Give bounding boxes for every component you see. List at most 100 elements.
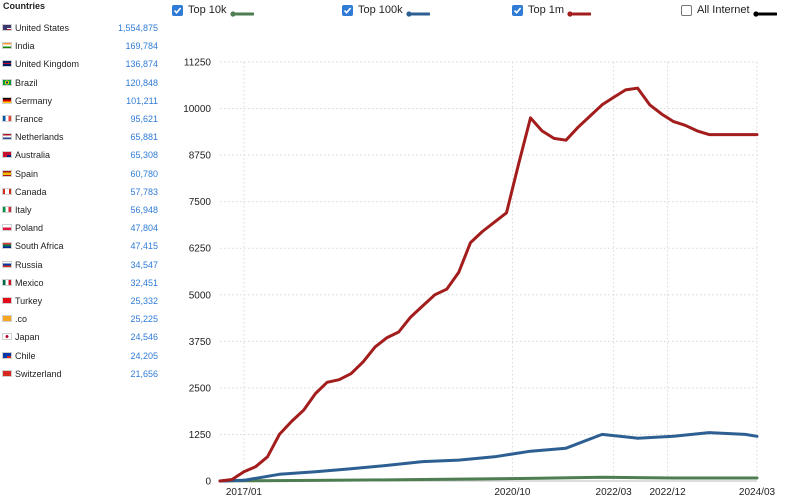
country-name: South Africa bbox=[15, 241, 64, 252]
country-row[interactable]: Italy 56,948 bbox=[0, 203, 168, 219]
us-flag-icon bbox=[2, 24, 12, 31]
country-name: Russia bbox=[15, 259, 43, 270]
legend-label: Top 1m bbox=[528, 4, 565, 16]
country-name: Brazil bbox=[15, 77, 38, 88]
chart-grid bbox=[220, 61, 758, 481]
chart-series bbox=[218, 86, 759, 483]
country-name: Spain bbox=[15, 168, 39, 179]
country-row[interactable]: India 169,784 bbox=[0, 39, 168, 55]
checkbox-unchecked-icon[interactable] bbox=[681, 5, 692, 16]
country-name: France bbox=[15, 114, 44, 124]
country-name: Mexico bbox=[15, 277, 44, 288]
france-flag-icon bbox=[2, 115, 12, 122]
y-tick-label: 7500 bbox=[189, 197, 212, 208]
country-row[interactable]: United States 1,554,875 bbox=[0, 21, 168, 37]
country-count: 60,780 bbox=[130, 168, 158, 179]
country-name: Switzerland bbox=[15, 368, 62, 379]
brazil-flag-icon bbox=[2, 78, 12, 86]
x-tick-label: 2020/10 bbox=[494, 487, 531, 498]
country-name: .co bbox=[15, 314, 28, 325]
legend-line-swatch bbox=[230, 8, 255, 17]
country-name: Netherlands bbox=[15, 132, 64, 143]
legend-label: Top 10k bbox=[188, 4, 227, 16]
poland-flag-icon bbox=[2, 224, 12, 232]
country-row[interactable]: .co 25,225 bbox=[0, 312, 168, 328]
country-row[interactable]: Mexico 32,451 bbox=[0, 276, 168, 292]
country-name: Italy bbox=[15, 205, 32, 215]
country-name: India bbox=[15, 41, 35, 52]
country-count: 21,656 bbox=[130, 368, 158, 379]
spain-flag-icon bbox=[2, 169, 12, 177]
country-name: United Kingdom bbox=[15, 59, 80, 70]
y-tick-label: 10000 bbox=[183, 104, 211, 115]
country-name: Poland bbox=[15, 223, 44, 234]
japan-flag-icon bbox=[2, 333, 12, 341]
netherlands-flag-icon bbox=[2, 133, 12, 141]
australia-flag-icon bbox=[2, 151, 12, 159]
y-tick-label: 0 bbox=[205, 477, 211, 488]
country-row[interactable]: Chile 24,205 bbox=[0, 349, 168, 365]
legend-toggle-all-internet[interactable]: All Internet bbox=[681, 2, 800, 20]
italy-flag-icon bbox=[2, 206, 12, 213]
country-row[interactable]: United Kingdom 136,874 bbox=[0, 57, 168, 73]
country-row[interactable]: Australia 65,308 bbox=[0, 148, 168, 164]
legend-line-swatch bbox=[753, 8, 778, 17]
y-tick-label: 5000 bbox=[189, 290, 212, 301]
country-count: 47,804 bbox=[130, 223, 158, 234]
country-count: 65,308 bbox=[130, 150, 158, 161]
turkey-flag-icon bbox=[2, 297, 12, 304]
country-name: United States bbox=[15, 23, 70, 33]
canada-flag-icon bbox=[2, 187, 12, 195]
country-count: 65,881 bbox=[130, 132, 158, 143]
x-tick-label: 2022/03 bbox=[596, 487, 633, 498]
country-name: Canada bbox=[15, 186, 47, 197]
country-row[interactable]: Germany 101,211 bbox=[0, 94, 168, 110]
x-tick-label: 2022/12 bbox=[649, 487, 686, 498]
switzerland-flag-icon bbox=[2, 369, 12, 377]
y-axis: 0 1250 2500 3750 5000 6250 7500 8750 10000 11250 bbox=[183, 58, 211, 488]
country-row[interactable]: France 95,621 bbox=[0, 112, 168, 128]
checkbox-checked-icon[interactable] bbox=[512, 5, 523, 16]
checkbox-checked-icon[interactable] bbox=[342, 5, 353, 16]
country-row[interactable]: Poland 47,804 bbox=[0, 221, 168, 237]
country-row[interactable]: Japan 24,546 bbox=[0, 330, 168, 346]
legend-label: Top 100k bbox=[358, 4, 403, 16]
country-name: Turkey bbox=[15, 296, 43, 306]
legend-toggle-top-10k[interactable]: Top 10k bbox=[172, 2, 292, 20]
south-africa-flag-icon bbox=[2, 242, 12, 250]
country-count: 120,848 bbox=[125, 77, 158, 88]
country-count: 47,415 bbox=[130, 241, 158, 252]
mexico-flag-icon bbox=[2, 278, 12, 286]
country-row[interactable]: Turkey 25,332 bbox=[0, 294, 168, 310]
y-tick-label: 11250 bbox=[184, 58, 212, 69]
country-row[interactable]: Spain 60,780 bbox=[0, 167, 168, 183]
legend-label: All Internet bbox=[697, 4, 750, 16]
country-row[interactable]: Switzerland 21,656 bbox=[0, 367, 168, 383]
country-name: Japan bbox=[15, 332, 40, 343]
checkbox-checked-icon[interactable] bbox=[172, 5, 183, 16]
country-row[interactable]: Canada 57,783 bbox=[0, 185, 168, 201]
india-flag-icon bbox=[2, 42, 12, 50]
legend-toggle-top-100k[interactable]: Top 100k bbox=[342, 2, 462, 20]
country-count: 34,547 bbox=[130, 259, 158, 270]
russia-flag-icon bbox=[2, 260, 12, 268]
country-count: 101,211 bbox=[126, 95, 158, 106]
series-line-top-10k[interactable] bbox=[218, 475, 759, 483]
uk-flag-icon bbox=[2, 60, 12, 68]
y-tick-label: 3750 bbox=[189, 337, 212, 348]
country-count: 57,783 bbox=[130, 186, 158, 197]
sidebar-title: Countries bbox=[3, 1, 46, 11]
series-line-top-100k[interactable] bbox=[218, 431, 759, 483]
legend-line-swatch bbox=[406, 8, 431, 17]
country-row[interactable]: Brazil 120,848 bbox=[0, 76, 168, 92]
country-row[interactable]: South Africa 47,415 bbox=[0, 239, 168, 255]
series-line-top-1m[interactable] bbox=[218, 86, 759, 483]
country-row[interactable]: Russia 34,547 bbox=[0, 258, 168, 274]
country-name: Germany bbox=[15, 95, 53, 106]
country-row[interactable]: Netherlands 65,881 bbox=[0, 130, 168, 146]
country-name: Australia bbox=[15, 150, 51, 161]
legend-toggle-top-1m[interactable]: Top 1m bbox=[512, 2, 632, 20]
country-count: 24,546 bbox=[130, 332, 158, 343]
x-axis: 2017/01 2020/10 2022/03 2022/12 2024/03 bbox=[220, 480, 776, 498]
